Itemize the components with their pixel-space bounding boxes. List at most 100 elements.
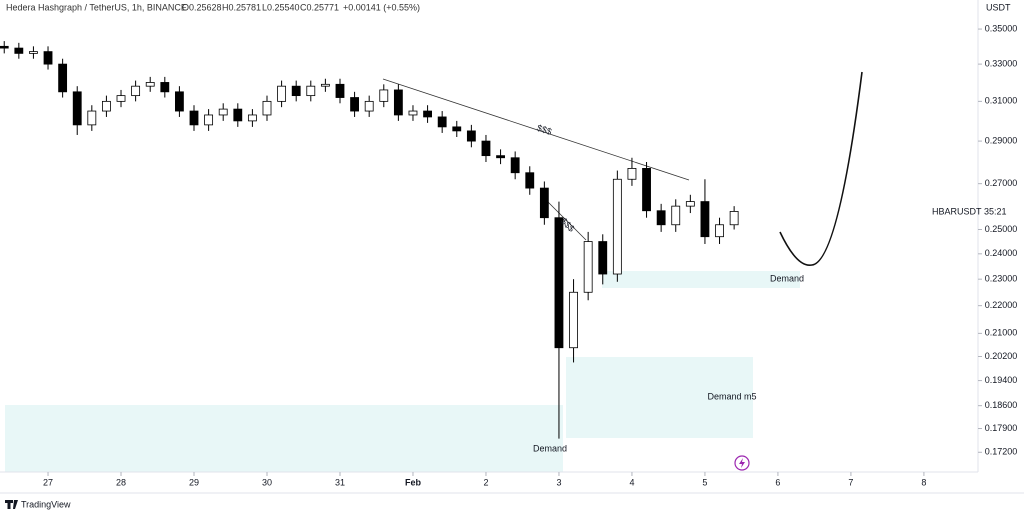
countdown: 35:21 <box>984 206 1007 216</box>
y-tick-label: 0.20200 <box>985 351 1018 361</box>
x-tick-label: 7 <box>848 477 853 487</box>
candle-body <box>437 116 447 128</box>
candle-body <box>525 172 535 189</box>
trend-line <box>545 199 587 241</box>
y-tick-label: 0.23000 <box>985 274 1018 284</box>
candle-body <box>408 110 418 116</box>
candle-body <box>0 45 9 49</box>
annotation: $$$ <box>536 123 553 137</box>
candle-body <box>58 63 68 93</box>
candle-body <box>87 110 97 126</box>
y-tick-label: 0.25000 <box>985 224 1018 234</box>
candle-body <box>102 100 111 112</box>
candle-body <box>685 201 695 207</box>
ohlc-change: +0.00141 (+0.55%) <box>343 2 420 12</box>
x-tick-label: 5 <box>702 477 707 487</box>
candle-body <box>554 217 564 349</box>
chart-title: Hedera Hashgraph / TetherUS, 1h, BINANCE <box>6 2 187 12</box>
candle-body <box>29 51 38 54</box>
candle-body <box>466 130 476 142</box>
candle-body <box>160 82 170 93</box>
ohlc-low: L0.25540 <box>262 2 300 12</box>
candle-body <box>43 51 53 65</box>
candle-body <box>539 187 549 219</box>
x-tick-label: 29 <box>189 477 199 487</box>
ohlc-high: H0.25781 <box>222 2 261 12</box>
candle-body <box>393 89 403 116</box>
candle-body <box>656 210 666 226</box>
candle-body <box>335 83 345 98</box>
candle-body <box>379 89 389 102</box>
candle-body <box>612 178 622 275</box>
candle-body <box>116 95 126 102</box>
demand-zone <box>566 357 753 438</box>
axis-group: 0.35000 0.33000 0.31000 0.29000 0.27000 0.250… <box>43 23 1017 487</box>
candles <box>0 41 739 439</box>
candle-body <box>627 168 637 180</box>
event-icon[interactable] <box>734 455 750 471</box>
ohlc-close: C0.25771 <box>300 2 339 12</box>
currency: USDT <box>986 2 1011 12</box>
x-tick-label: 3 <box>556 477 561 487</box>
y-tick-label: 0.29000 <box>985 135 1018 145</box>
y-tick-label: 0.17900 <box>985 423 1018 433</box>
candle-body <box>233 108 243 122</box>
demand-zone <box>5 405 563 472</box>
event-icon-bolt <box>739 458 745 468</box>
candle-body <box>291 85 301 97</box>
x-tick-label: 31 <box>335 477 345 487</box>
candle-body <box>320 83 330 87</box>
candle-body <box>671 205 681 226</box>
candle-body <box>715 224 724 238</box>
trend-line <box>382 78 690 181</box>
y-tick-label: 0.17200 <box>985 447 1018 457</box>
demand-zone <box>602 271 800 288</box>
y-tick-label: 0.31000 <box>985 96 1018 106</box>
candle-body <box>131 85 141 97</box>
candle-body <box>642 168 651 212</box>
candle-body <box>174 91 184 112</box>
annotation: Demand <box>770 273 804 283</box>
brand: TradingView <box>21 499 71 509</box>
x-tick-label: 27 <box>43 477 53 487</box>
candle-body <box>364 100 374 112</box>
y-tick-label: 0.27000 <box>985 178 1018 188</box>
candle-body <box>423 110 432 118</box>
y-tick-label: 0.18600 <box>985 400 1018 410</box>
annotation: Demand <box>533 443 567 453</box>
candle-body <box>481 140 491 157</box>
candle-body <box>247 114 257 122</box>
annotation: Demand m5 <box>707 391 756 401</box>
candle-body <box>700 201 710 238</box>
candle-body <box>350 97 359 112</box>
candle-body <box>598 241 608 275</box>
symbol-label: HBARUSDT <box>932 206 982 216</box>
candle-body <box>569 291 578 349</box>
candle-body <box>306 85 316 97</box>
ohlc-open: O0.25628 <box>182 2 222 12</box>
y-tick-label: 0.22000 <box>985 300 1018 310</box>
x-tick-label: 8 <box>921 477 926 487</box>
y-tick-label: 0.35000 <box>985 23 1018 33</box>
candle-body <box>204 114 214 126</box>
candle-body <box>510 157 520 174</box>
logo <box>5 500 18 509</box>
candle-body <box>262 100 272 116</box>
x-tick-label: 30 <box>262 477 272 487</box>
candle-body <box>583 241 593 293</box>
candle-body <box>496 155 505 159</box>
y-tick-label: 0.21000 <box>985 328 1018 338</box>
candle-body <box>729 211 739 226</box>
candle-body <box>277 85 287 102</box>
candle-body <box>14 47 24 54</box>
x-tick-label: 4 <box>629 477 634 487</box>
x-tick-label: 6 <box>775 477 780 487</box>
candle-body <box>452 126 462 132</box>
x-tick-label: 2 <box>483 477 488 487</box>
x-tick-label: 28 <box>116 477 126 487</box>
forecast-curve <box>779 71 863 266</box>
candle-body <box>72 91 82 126</box>
x-tick-label: Feb <box>405 477 422 487</box>
candle-body <box>218 108 228 116</box>
